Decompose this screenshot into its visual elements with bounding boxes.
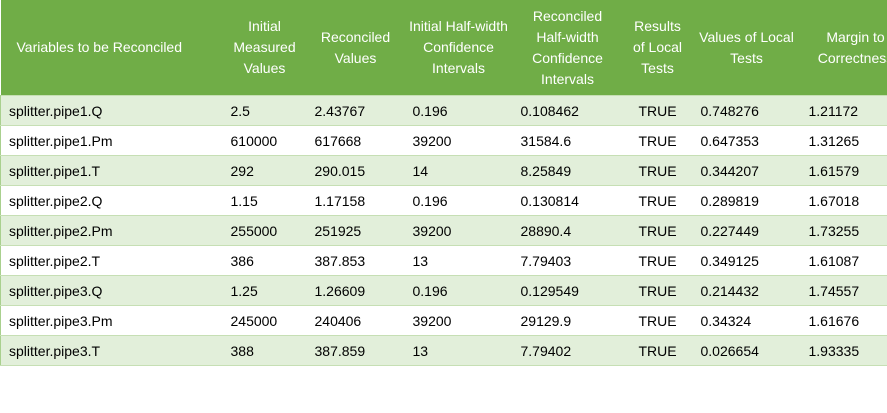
table-cell: 0.026654 [692, 335, 801, 366]
table-cell: 1.15 [222, 185, 307, 216]
table-cell: 1.61087 [800, 245, 887, 276]
table-cell: 7.79403 [512, 245, 623, 276]
table-cell: 29129.9 [512, 305, 623, 336]
table-cell: TRUE [622, 275, 693, 306]
table-cell: 617668 [306, 125, 405, 156]
table-cell: 290.015 [306, 155, 405, 186]
table-row: splitter.pipe1.Q 2.5 2.43767 0.196 0.108462 T… [0, 95, 887, 126]
table-cell: splitter.pipe2.T [0, 245, 223, 276]
table-cell: 255000 [222, 215, 307, 246]
table-cell: 387.859 [306, 335, 405, 366]
table-cell: splitter.pipe1.Q [0, 95, 223, 126]
table-cell: TRUE [622, 245, 693, 276]
reconciliation-table: Variables to be Reconciled Initial Measur… [0, 0, 887, 366]
column-header: Initial Half-width Confidence Intervals [404, 0, 513, 96]
table-cell: TRUE [622, 335, 693, 366]
table-cell: TRUE [622, 305, 693, 336]
table-cell: splitter.pipe3.T [0, 335, 223, 366]
table-cell: TRUE [622, 215, 693, 246]
table-cell: TRUE [622, 185, 693, 216]
table-cell: TRUE [622, 155, 693, 186]
table-cell: 1.73255 [800, 215, 887, 246]
table-cell: 1.21172 [800, 95, 887, 126]
table-row: splitter.pipe2.T 386 387.853 13 7.79403 TRUE 0… [0, 245, 887, 276]
table-cell: TRUE [622, 95, 693, 126]
table-cell: 387.853 [306, 245, 405, 276]
table-cell: 0.196 [404, 95, 513, 126]
table-cell: 0.289819 [692, 185, 801, 216]
table-cell: 1.93335 [800, 335, 887, 366]
column-header: Variables to be Reconciled [0, 0, 223, 96]
table-cell: 13 [404, 335, 513, 366]
table-row: splitter.pipe3.Q 1.25 1.26609 0.196 0.129549… [0, 275, 887, 306]
table-cell: 7.79402 [512, 335, 623, 366]
table-cell: 0.647353 [692, 125, 801, 156]
table-cell: 0.130814 [512, 185, 623, 216]
column-header: Margin to Correctness [800, 0, 887, 96]
table-cell: 0.349125 [692, 245, 801, 276]
table-cell: 0.108462 [512, 95, 623, 126]
table-cell: 0.227449 [692, 215, 801, 246]
column-header: Reconciled Values [306, 0, 405, 96]
table-cell: 1.26609 [306, 275, 405, 306]
table-cell: splitter.pipe1.Pm [0, 125, 223, 156]
table-row: splitter.pipe1.T 292 290.015 14 8.25849 TRUE 0… [0, 155, 887, 186]
table-cell: 2.5 [222, 95, 307, 126]
table-cell: 0.196 [404, 185, 513, 216]
table-cell: 0.196 [404, 275, 513, 306]
table-cell: 0.344207 [692, 155, 801, 186]
table-cell: 39200 [404, 215, 513, 246]
table-row: splitter.pipe3.T 388 387.859 13 7.79402 TRUE 0… [0, 335, 887, 366]
table-cell: splitter.pipe1.T [0, 155, 223, 186]
table-cell: 1.25 [222, 275, 307, 306]
table-cell: 1.61676 [800, 305, 887, 336]
column-header: Reconciled Half-width Confidence Interva… [512, 0, 623, 96]
column-header: Initial Measured Values [222, 0, 307, 96]
table-cell: 1.17158 [306, 185, 405, 216]
table-cell: 31584.6 [512, 125, 623, 156]
table-row: splitter.pipe2.Pm 255000 251925 39200 28890.… [0, 215, 887, 246]
table-cell: 14 [404, 155, 513, 186]
table-cell: splitter.pipe2.Q [0, 185, 223, 216]
table-row: splitter.pipe2.Q 1.15 1.17158 0.196 0.130814… [0, 185, 887, 216]
table-cell: 610000 [222, 125, 307, 156]
table-cell: 251925 [306, 215, 405, 246]
table-cell: 0.214432 [692, 275, 801, 306]
table-cell: 292 [222, 155, 307, 186]
table-cell: 388 [222, 335, 307, 366]
table-cell: 386 [222, 245, 307, 276]
table-cell: 28890.4 [512, 215, 623, 246]
table-cell: 39200 [404, 305, 513, 336]
table-row: splitter.pipe3.Pm 245000 240406 39200 29129.… [0, 305, 887, 336]
table-cell: splitter.pipe2.Pm [0, 215, 223, 246]
header-row: Variables to be Reconciled Initial Measur… [0, 0, 887, 96]
table-cell: splitter.pipe3.Q [0, 275, 223, 306]
table-cell: 0.129549 [512, 275, 623, 306]
table-cell: 1.74557 [800, 275, 887, 306]
table-cell: 39200 [404, 125, 513, 156]
table-cell: 1.67018 [800, 185, 887, 216]
column-header: Results of Local Tests [622, 0, 693, 96]
table-cell: 8.25849 [512, 155, 623, 186]
column-header: Values of Local Tests [692, 0, 801, 96]
table-cell: 13 [404, 245, 513, 276]
table-cell: 1.61579 [800, 155, 887, 186]
table-cell: 245000 [222, 305, 307, 336]
table-cell: splitter.pipe3.Pm [0, 305, 223, 336]
table-cell: 240406 [306, 305, 405, 336]
table-cell: 0.748276 [692, 95, 801, 126]
table-cell: TRUE [622, 125, 693, 156]
table-body: splitter.pipe1.Q 2.5 2.43767 0.196 0.108462 T… [0, 95, 887, 366]
table-cell: 1.31265 [800, 125, 887, 156]
table-cell: 2.43767 [306, 95, 405, 126]
table-row: splitter.pipe1.Pm 610000 617668 39200 31584.… [0, 125, 887, 156]
table-cell: 0.34324 [692, 305, 801, 336]
